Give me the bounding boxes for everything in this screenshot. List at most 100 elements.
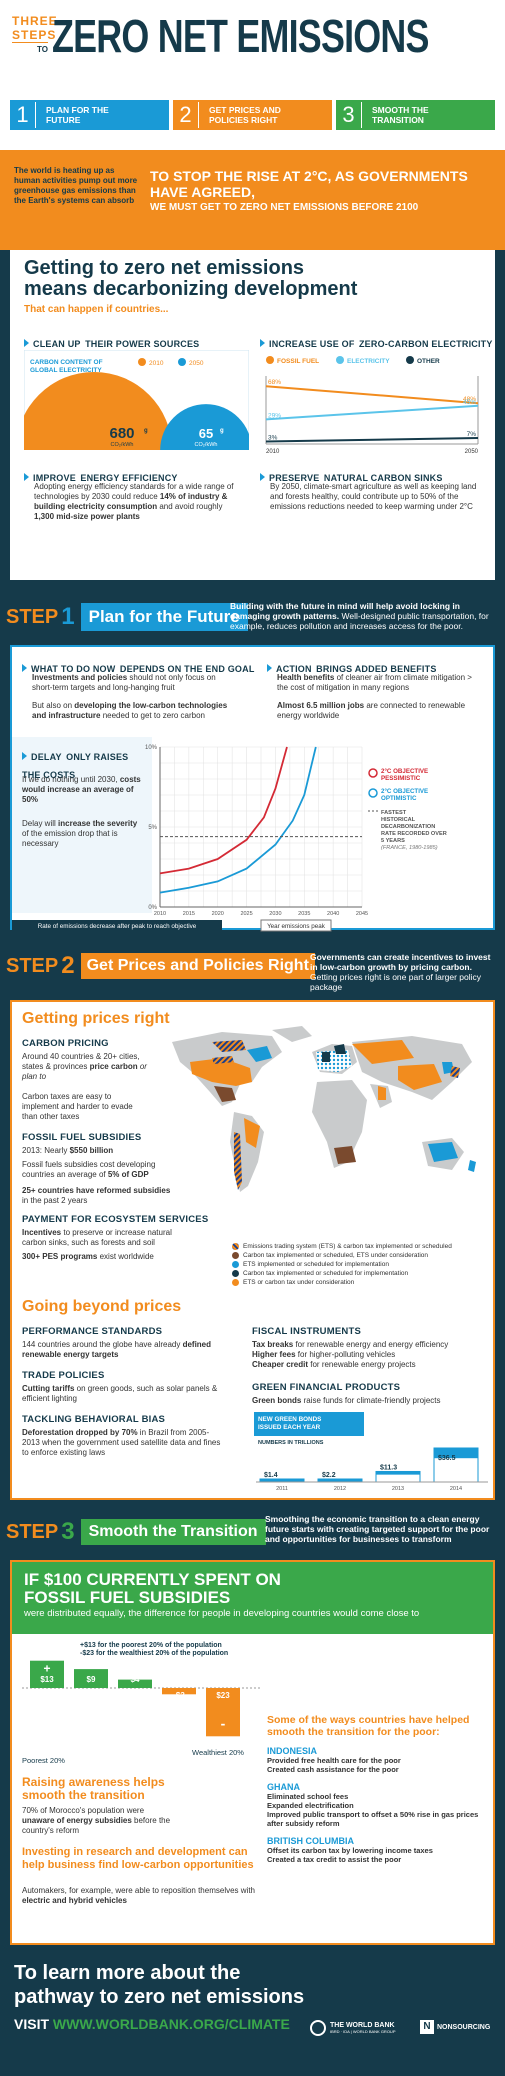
country-measure: Provided free health care for the poor bbox=[267, 1756, 401, 1765]
title-kicker: THREE STEPS TO bbox=[12, 14, 57, 54]
fiscal-3a: Cheaper credit bbox=[252, 1360, 309, 1369]
map-south-africa bbox=[334, 1146, 356, 1164]
green-text-a: Green bonds bbox=[252, 1396, 302, 1405]
subsidy-title-1: IF $100 CURRENTLY SPENT ON bbox=[24, 1570, 281, 1589]
country-measure: Offset its carbon tax by lowering income… bbox=[267, 1846, 433, 1855]
green-bond-bar-2011 bbox=[260, 1479, 304, 1482]
pes-count-b: exist worldwide bbox=[97, 1252, 154, 1261]
legend-label-OTHER: OTHER bbox=[417, 358, 440, 365]
awareness-text-b: unaware of energy subsidies bbox=[22, 1816, 132, 1825]
fiscal-title: FISCAL INSTRUMENTS bbox=[252, 1326, 361, 1337]
green-bond-bar-2013 bbox=[376, 1471, 420, 1475]
x-tick-6: 2040 bbox=[327, 911, 339, 917]
climate-url-link[interactable]: WWW.WORLDBANK.ORG/CLIMATE bbox=[52, 2016, 290, 2032]
step2-header: STEP 2 Get Prices and Policies Right Gov… bbox=[0, 940, 505, 1000]
y-tick-2: 10% bbox=[145, 745, 158, 751]
rnd-text: Automakers, for example, were able to re… bbox=[22, 1886, 257, 1906]
subsidy-title-2: FOSSIL FUEL SUBSIDIES bbox=[24, 1588, 231, 1607]
todo-p2-b: developing the low-carbon technologies a… bbox=[32, 701, 228, 720]
triangle-icon bbox=[22, 663, 27, 672]
delay-p1: If we do nothing until 2030, costs would… bbox=[22, 775, 142, 805]
value-start-FOSSIL FUEL: 68% bbox=[268, 379, 281, 386]
x-tick-5: 2035 bbox=[298, 911, 310, 917]
countries-list: INDONESIA Provided free health care for t… bbox=[267, 1746, 487, 1872]
country-measure: Improved public transport to offset a 50… bbox=[267, 1810, 479, 1828]
triangle-icon bbox=[22, 751, 27, 760]
pes-text: Incentives to preserve or increase natur… bbox=[22, 1228, 192, 1248]
fossil-title: FOSSIL FUEL SUBSIDIES bbox=[22, 1132, 142, 1143]
increase-rest: ZERO-CARBON ELECTRICITY bbox=[358, 339, 493, 349]
sinks-heading: PRESERVE NATURAL CARBON SINKS bbox=[260, 468, 443, 486]
step3-side-text: Smoothing the economic transition to a c… bbox=[265, 1514, 490, 1544]
fossil-reformed-a: 25+ countries have reformed subsidies bbox=[22, 1186, 171, 1195]
map-legend: Emissions trading system (ETS) & carbon … bbox=[232, 1242, 492, 1287]
fossil-text-a: Fossil fuels subsidies cost developing c… bbox=[22, 1160, 156, 1179]
carbon-content-label: CARBON CONTENT OF bbox=[30, 359, 103, 366]
map-japan bbox=[450, 1066, 460, 1078]
perf-text-a: 144 countries around the globe have alre… bbox=[22, 1340, 183, 1349]
awareness-text-a: 70% of Morocco's population were bbox=[22, 1806, 145, 1815]
map-australia bbox=[428, 1142, 458, 1162]
delay-box bbox=[12, 737, 152, 913]
legend-pessimistic-1: 2°C OBJECTIVE bbox=[381, 768, 428, 775]
map-legend-label: ETS or carbon tax under consideration bbox=[243, 1279, 355, 1286]
fossil-text: Fossil fuels subsidies cost developing c… bbox=[22, 1160, 187, 1180]
x-tick-4: 2030 bbox=[269, 911, 281, 917]
delay-p2: Delay will increase the severity of the … bbox=[22, 819, 142, 849]
decarb-title: Getting to zero net emissions means deca… bbox=[24, 257, 358, 300]
decarb-section: Getting to zero net emissions means deca… bbox=[0, 250, 505, 595]
delay-p1-a: If we do nothing until 2030, bbox=[22, 775, 120, 784]
step1-side-bold: Building with the future in mind will he… bbox=[230, 601, 460, 621]
map-us bbox=[190, 1058, 252, 1086]
step3-header: STEP 3 Smooth the Transition Smoothing t… bbox=[0, 1510, 505, 1560]
delay-p1-b: costs would increase an average of 50% bbox=[22, 775, 141, 804]
efficiency-rest: ENERGY EFFICIENCY bbox=[80, 473, 178, 483]
green-title: GREEN FINANCIAL PRODUCTS bbox=[252, 1382, 401, 1393]
efficiency-text-b: 14% of industry & building electricity c… bbox=[34, 492, 228, 511]
trade-text-b: on green goods, such as solar panels & e… bbox=[22, 1384, 218, 1403]
legend-label-2010: 2010 bbox=[149, 360, 164, 367]
step-tab-2[interactable]: 2 GET PRICES AND POLICIES RIGHT bbox=[173, 100, 332, 130]
green-bond-value-2013: $11.3 bbox=[380, 1464, 397, 1471]
series-line-1 bbox=[159, 746, 317, 894]
map-legend-item: Carbon tax implemented or scheduled for … bbox=[232, 1269, 492, 1278]
legend-marker-pessimistic bbox=[368, 768, 378, 778]
globe-icon bbox=[310, 2020, 326, 2036]
subsidy-bar-3 bbox=[162, 1688, 196, 1695]
y-tick-1: 5% bbox=[148, 825, 157, 831]
learn-more-2: pathway to zero net emissions bbox=[14, 1986, 305, 2008]
step-tab-1[interactable]: 1 PLAN FOR THE FUTURE bbox=[10, 100, 169, 130]
tackle-text-b: in Brazil from 2005-2013 when the govern… bbox=[22, 1428, 221, 1457]
tackle-text-a: Deforestation dropped by 70% bbox=[22, 1428, 138, 1437]
green-bonds-title-2: ISSUED EACH YEAR bbox=[258, 1424, 321, 1431]
country-measure: Expanded electrification bbox=[267, 1801, 354, 1810]
map-legend-item: ETS implemented or scheduled for impleme… bbox=[232, 1260, 492, 1269]
clean-up-heading: CLEAN UP THEIR POWER SOURCES bbox=[24, 334, 199, 352]
efficiency-text-d: 1,300 mid-size power plants bbox=[34, 512, 140, 521]
green-bond-value-2011: $1.4 bbox=[264, 1472, 278, 1479]
map-brazil bbox=[244, 1118, 260, 1148]
zero-carbon-chart: FOSSIL FUEL ELECTRICITY OTHER 68% 48% 29% 45% 3… bbox=[265, 356, 479, 455]
green-bond-bar-2014 bbox=[434, 1448, 478, 1459]
carbon-content-prefix-2010: g bbox=[144, 428, 148, 434]
step2-word: STEP bbox=[6, 954, 59, 977]
x-tick-2: 2020 bbox=[212, 911, 224, 917]
step-tab-3[interactable]: 3 SMOOTH THE TRANSITION bbox=[336, 100, 495, 130]
todo-p2: But also on developing the low-carbon te… bbox=[32, 701, 237, 721]
line-FOSSIL FUEL bbox=[265, 385, 479, 405]
country-block: INDONESIA Provided free health care for t… bbox=[267, 1746, 487, 1774]
triangle-icon bbox=[260, 472, 265, 481]
intro-left-text: The world is heating up as human activit… bbox=[14, 166, 138, 205]
legend-dot-ELECTRICITY bbox=[336, 356, 344, 364]
cp-text-c: or plan to bbox=[22, 1062, 147, 1081]
sinks-text: By 2050, climate-smart agriculture as we… bbox=[270, 482, 477, 511]
action-p1: Health benefits of cleaner air from clim… bbox=[277, 673, 482, 693]
value-end-ELECTRICITY: 45% bbox=[463, 399, 476, 406]
steps-nav: 1 PLAN FOR THE FUTURE 2 GET PRICES AND P… bbox=[10, 100, 495, 130]
value-start-ELECTRICITY: 29% bbox=[268, 412, 281, 419]
poorest-label: Poorest 20% bbox=[22, 1756, 65, 1765]
step-tab-2-num: 2 bbox=[173, 102, 199, 128]
subsidy-value-1: $9 bbox=[87, 1675, 96, 1684]
step2-num: 2 bbox=[61, 952, 75, 979]
